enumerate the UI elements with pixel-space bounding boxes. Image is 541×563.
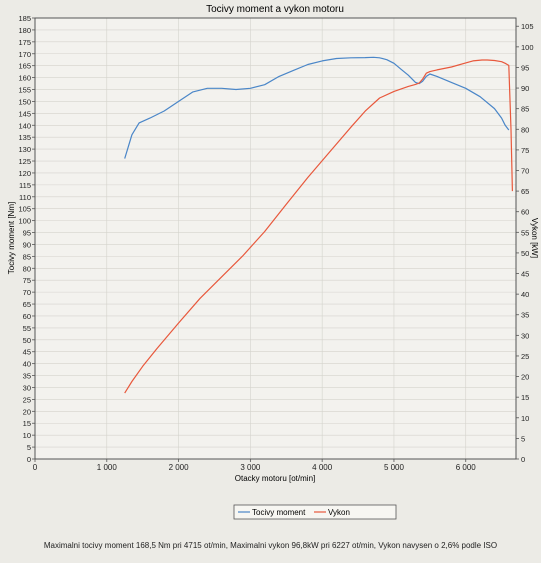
y-left-tick-label: 85 (23, 252, 31, 261)
y-right-tick-label: 95 (521, 63, 529, 72)
series-lines (124, 56, 513, 394)
y-left-tick-label: 150 (18, 97, 31, 106)
y-left-tick-label: 165 (18, 62, 31, 71)
y-right-tick-label: 75 (521, 146, 529, 155)
y-left-tick-label: 15 (23, 419, 31, 428)
y-right-tick-label: 50 (521, 249, 529, 258)
y-right-tick-label: 90 (521, 84, 529, 93)
y-left-tick-label: 90 (23, 240, 31, 249)
y-left-tick-label: 160 (18, 74, 31, 83)
y-right-tick-label: 60 (521, 208, 529, 217)
y-right-tick-label: 5 (521, 434, 525, 443)
x-tick-label: 6 000 (456, 463, 477, 472)
x-tick-label: 5 000 (384, 463, 405, 472)
y-right-tick-label: 25 (521, 352, 529, 361)
x-tick-label: 2 000 (169, 463, 190, 472)
y-left-tick-label: 120 (18, 169, 31, 178)
y-left-tick-label: 140 (18, 121, 31, 130)
y-left-tick-label: 80 (23, 264, 31, 273)
y-right-axis-label: Vykon [kW] (530, 218, 539, 258)
y-left-tick-label: 45 (23, 348, 31, 357)
y-left-axis-label: Tocivy moment [Nm] (7, 202, 16, 274)
y-left-tick-label: 75 (23, 276, 31, 285)
y-right-tick-label: 35 (521, 311, 529, 320)
y-right-tick-label: 100 (521, 43, 534, 52)
y-left-tick-label: 145 (18, 109, 31, 118)
y-left-tick-label: 185 (18, 14, 31, 23)
y-right-tick-label: 20 (521, 373, 529, 382)
y-right-tick-label: 15 (521, 393, 529, 402)
y-left-tick-label: 125 (18, 157, 31, 166)
y-right-tick-label: 10 (521, 414, 529, 423)
y-right-tick-label: 55 (521, 228, 529, 237)
y-left-tick-label: 60 (23, 312, 31, 321)
y-right-tick-label: 0 (521, 455, 525, 464)
y-left-tick-label: 65 (23, 300, 31, 309)
y-right-tick-label: 80 (521, 125, 529, 134)
plot-area (35, 18, 516, 459)
y-left-tick-label: 105 (18, 205, 31, 214)
x-tick-label: 0 (33, 463, 38, 472)
y-left-tick-label: 50 (23, 336, 31, 345)
x-tick-label: 1 000 (97, 463, 118, 472)
y-left-tick-label: 55 (23, 324, 31, 333)
plot-frame (34, 17, 517, 460)
y-left-tick-label: 180 (18, 26, 31, 35)
y-right-tick-label: 65 (521, 187, 529, 196)
y-left-tick-label: 170 (18, 50, 31, 59)
y-left-tick-label: 30 (23, 383, 31, 392)
y-left-tick-label: 110 (19, 193, 31, 202)
x-axis-label: Otacky motoru [ot/min] (235, 474, 315, 483)
y-left-tick-label: 0 (27, 455, 31, 464)
torque-series-line (124, 56, 510, 159)
y-left-tick-label: 135 (18, 133, 31, 142)
y-right-tick-label: 105 (521, 22, 534, 31)
y-right-tick-label: 85 (521, 105, 529, 114)
y-right-tick-label: 30 (521, 331, 529, 340)
y-left-tick-label: 100 (18, 217, 31, 226)
chart-title: Tocivy moment a vykon motoru (206, 4, 344, 15)
y-left-tick-label: 155 (18, 86, 31, 95)
y-right-tick-label: 45 (521, 270, 529, 279)
y-left-tick-label: 20 (23, 407, 31, 416)
legend: Tocivy moment Vykon (233, 504, 397, 520)
y-left-tick-label: 5 (27, 443, 31, 452)
ticks: 0 1 000 2 000 3 000 4 000 5 000 6 000 0 5 10 15 20 2… (18, 14, 533, 472)
x-tick-label: 3 000 (240, 463, 261, 472)
x-tick-label: 4 000 (312, 463, 333, 472)
y-right-tick-label: 40 (521, 290, 529, 299)
y-left-tick-label: 175 (18, 38, 31, 47)
y-left-tick-label: 40 (23, 360, 31, 369)
y-left-tick-label: 95 (23, 229, 31, 238)
y-left-tick-label: 130 (18, 145, 31, 154)
y-left-tick-label: 10 (23, 431, 31, 440)
legend-label-torque: Tocivy moment (252, 508, 306, 517)
y-right-tick-label: 70 (521, 166, 529, 175)
y-left-tick-label: 70 (23, 288, 31, 297)
power-series-line (124, 59, 513, 394)
y-left-tick-label: 35 (23, 372, 31, 381)
y-left-tick-label: 115 (19, 181, 31, 190)
y-left-tick-label: 25 (23, 395, 31, 404)
legend-label-power: Vykon (328, 508, 350, 517)
footer-summary: Maximalni tocivy moment 168,5 Nm pri 471… (43, 541, 498, 550)
